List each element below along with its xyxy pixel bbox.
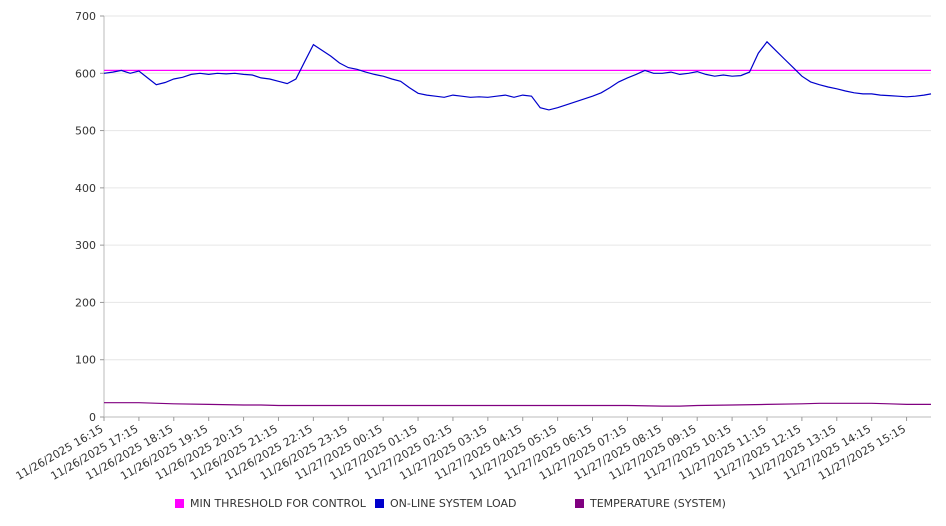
gridlines xyxy=(104,15,931,361)
legend-label-system-load: ON-LINE SYSTEM LOAD xyxy=(390,497,517,510)
y-tick-label: 0 xyxy=(89,411,96,424)
legend-swatch-temperature xyxy=(575,499,584,508)
legend-swatch-system-load xyxy=(375,499,384,508)
series-line-2 xyxy=(104,402,931,407)
legend-item-temperature: TEMPERATURE (SYSTEM) xyxy=(575,497,726,510)
y-tick-label: 200 xyxy=(75,296,96,309)
axes xyxy=(103,16,931,418)
legend-label-temperature: TEMPERATURE (SYSTEM) xyxy=(590,497,726,510)
legend-label-min-threshold: MIN THRESHOLD FOR CONTROL xyxy=(190,497,366,510)
legend: MIN THRESHOLD FOR CONTROL ON-LINE SYSTEM… xyxy=(0,497,946,515)
y-tick-label: 400 xyxy=(75,182,96,195)
legend-item-system-load: ON-LINE SYSTEM LOAD xyxy=(375,497,516,510)
y-tick-label: 700 xyxy=(75,10,96,23)
y-tick-label: 300 xyxy=(75,239,96,252)
y-tick-label: 600 xyxy=(75,67,96,80)
series-lines xyxy=(103,40,932,407)
series-line-1 xyxy=(103,40,932,111)
y-tick-label: 100 xyxy=(75,354,96,367)
legend-item-min-threshold: MIN THRESHOLD FOR CONTROL xyxy=(175,497,366,510)
legend-swatch-min-threshold xyxy=(175,499,184,508)
y-axis-ticks: 0 100 200 300 400 500 600 700 xyxy=(75,10,104,424)
y-tick-label: 500 xyxy=(75,125,96,138)
